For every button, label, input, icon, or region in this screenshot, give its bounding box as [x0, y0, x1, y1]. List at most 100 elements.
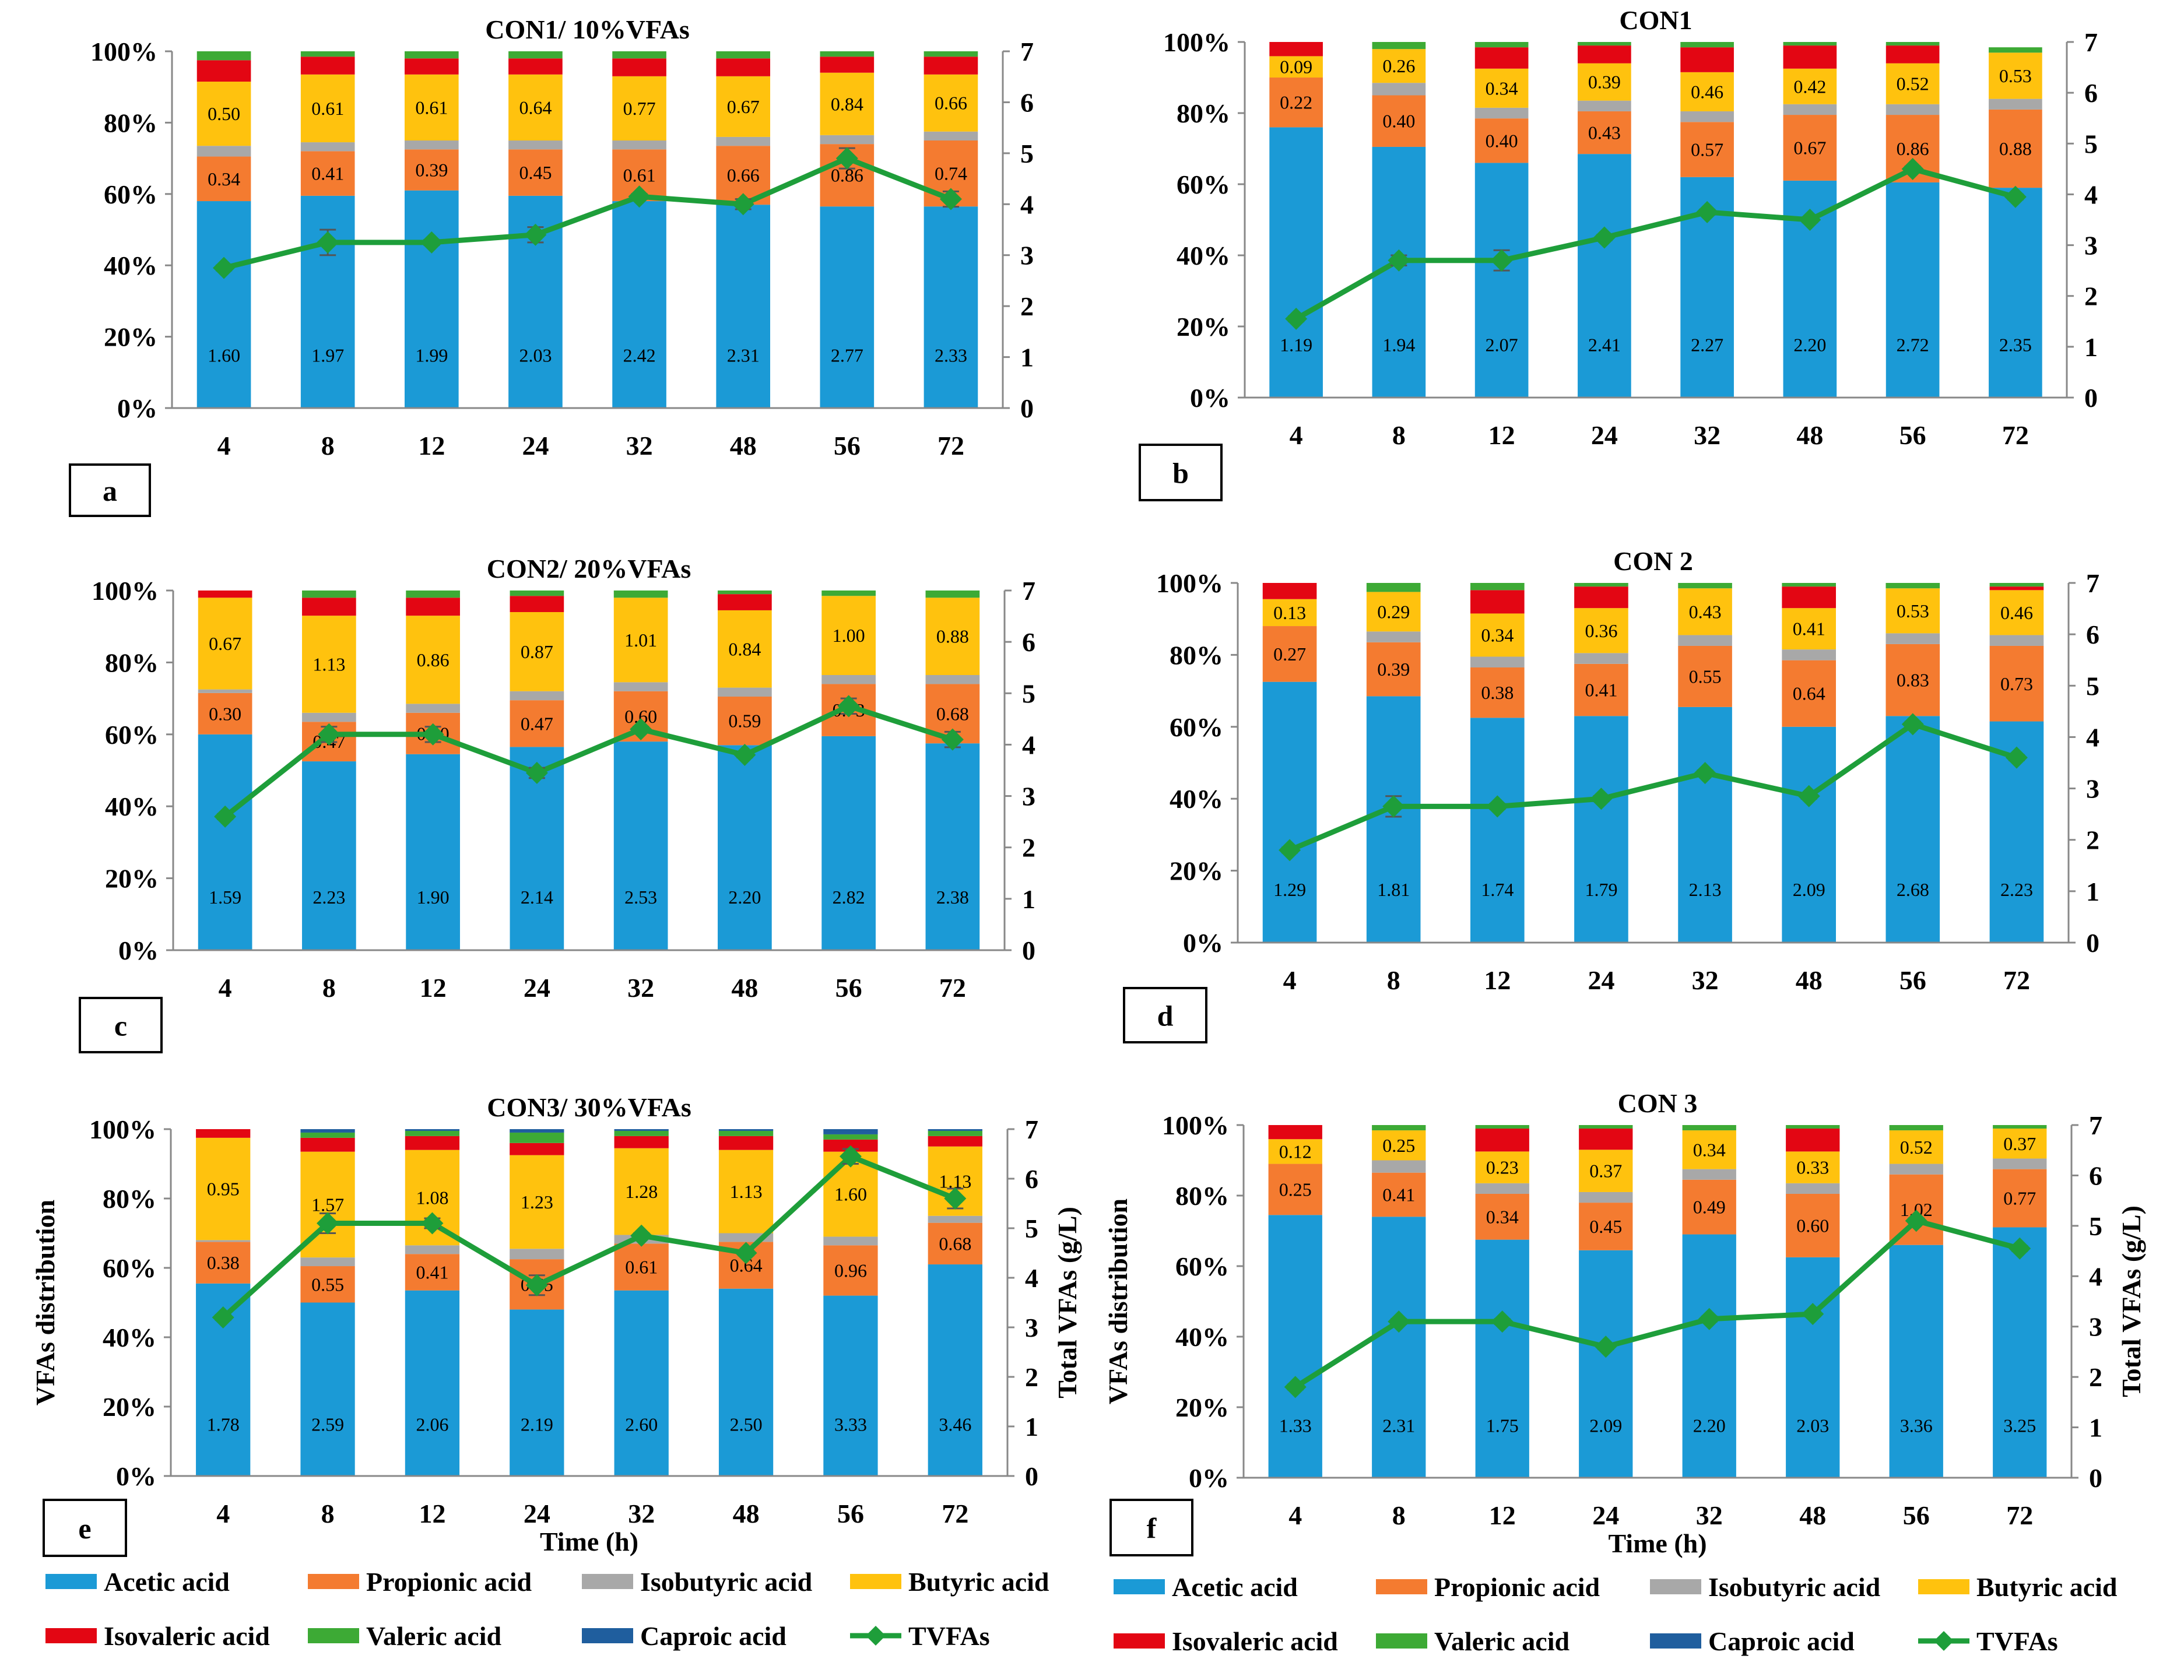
right-tick-label: 1	[2084, 332, 2098, 362]
data-label-butyric: 0.53	[1897, 600, 1929, 621]
x-tick-label: 56	[835, 973, 862, 1003]
bar-segment-valeric	[614, 1130, 669, 1136]
right-tick-label: 6	[1022, 627, 1035, 657]
data-label-propionic: 0.38	[1481, 682, 1514, 703]
data-label-acetic: 2.09	[1589, 1415, 1622, 1436]
bar-segment-isobutyric	[925, 674, 980, 684]
data-label-butyric: 0.42	[1793, 76, 1826, 97]
data-label-propionic: 0.55	[311, 1274, 344, 1295]
x-tick-label: 32	[1696, 1500, 1723, 1530]
data-label-butyric: 1.60	[834, 1184, 867, 1205]
bar-segment-valeric	[718, 591, 772, 595]
right-tick-label: 6	[2084, 78, 2098, 108]
data-label-propionic: 0.47	[521, 713, 553, 734]
bar-segment-valeric	[510, 591, 564, 596]
bar-segment-valeric	[1574, 583, 1628, 587]
data-label-butyric: 1.13	[312, 653, 345, 674]
bar-segment-butyric	[1989, 590, 2044, 635]
bar-segment-isobutyric	[196, 146, 251, 157]
bar-segment-valeric	[924, 51, 978, 57]
left-tick-label: 40%	[1177, 241, 1230, 270]
bar-segment-isovaleric	[405, 58, 459, 75]
bar-segment-isobutyric	[612, 140, 666, 150]
right-tick-label: 3	[1020, 241, 1034, 270]
tvfas-marker	[1590, 788, 1613, 810]
bar-segment-isobutyric	[196, 1240, 251, 1242]
bar-segment-butyric	[1678, 588, 1732, 635]
bar-segment-valeric	[1372, 1125, 1426, 1131]
bar-segment-isobutyric	[928, 1215, 982, 1223]
left-tick-label: 20%	[103, 1392, 156, 1422]
left-tick-label: 40%	[1170, 784, 1223, 814]
bar-segment-isobutyric	[1474, 107, 1529, 119]
data-label-acetic: 1.79	[1585, 879, 1617, 900]
left-tick-label: 100%	[92, 576, 159, 606]
x-tick-label: 48	[1799, 1500, 1826, 1530]
legend-swatch-butyric	[1918, 1579, 1969, 1594]
tvfas-marker	[1382, 795, 1405, 818]
tvfas-marker	[735, 1242, 757, 1264]
bar-segment-acetic	[1262, 681, 1317, 943]
bar-segment-isobutyric	[300, 1257, 355, 1267]
bar-segment-valeric	[1786, 1125, 1840, 1129]
data-label-butyric: 1.23	[521, 1192, 553, 1212]
data-label-acetic: 1.81	[1377, 879, 1410, 900]
bar-segment-acetic	[1989, 188, 2042, 398]
bar-segment-valeric	[612, 51, 666, 59]
x-tick-label: 48	[1796, 420, 1823, 450]
tvfas-marker	[1698, 1308, 1720, 1330]
bar-segment-acetic	[823, 1295, 878, 1476]
right-tick-label: 2	[1020, 291, 1034, 321]
bar-segment-valeric	[1989, 583, 2044, 587]
data-label-acetic: 2.23	[312, 887, 345, 908]
bar-segment-butyric	[1474, 68, 1529, 108]
bar-segment-acetic	[718, 745, 772, 950]
left-tick-label: 100%	[1162, 1110, 1229, 1140]
data-label-propionic: 0.34	[208, 168, 240, 189]
data-label-propionic: 0.59	[728, 711, 761, 732]
data-label-propionic: 0.57	[1691, 139, 1723, 160]
tvfas-marker	[525, 1274, 548, 1296]
bar-segment-propionic	[508, 149, 563, 196]
bar-segment-acetic	[1579, 1250, 1633, 1478]
bar-segment-valeric	[1678, 583, 1732, 589]
bar-segment-isovaleric	[612, 58, 666, 76]
bar-segment-propionic	[928, 1222, 982, 1265]
data-label-acetic: 1.60	[208, 345, 240, 365]
tvfas-marker	[630, 1224, 653, 1247]
data-label-butyric: 0.34	[1481, 624, 1514, 645]
x-tick-label: 12	[1489, 1500, 1516, 1530]
bar-segment-acetic	[1885, 716, 1940, 943]
tvfas-marker	[628, 185, 651, 208]
legend-swatch-propionic	[308, 1574, 359, 1589]
bar-segment-acetic	[1474, 163, 1529, 398]
chart-panel-d: CON 2 1.29 0.27 0.13 1.81 0.39 0.29 1.74 0.38 0.3…	[1123, 546, 2099, 1043]
data-label-acetic: 1.78	[207, 1414, 240, 1435]
legend-label-tvfas: TVFAs	[1976, 1626, 2058, 1656]
bar-segment-isobutyric	[510, 691, 564, 701]
x-tick-label: 72	[2003, 965, 2030, 995]
bar-segment-isobutyric	[1372, 1160, 1426, 1173]
legend-label-propionic: Propionic acid	[1434, 1572, 1600, 1602]
bar-segment-acetic	[300, 1302, 355, 1476]
bar-segment-butyric	[718, 1150, 774, 1233]
tvfas-marker	[524, 223, 547, 246]
left-tick-label: 20%	[1177, 312, 1230, 342]
bar-segment-propionic	[1262, 626, 1317, 682]
data-label-propionic: 0.68	[939, 1233, 971, 1254]
chart-panel-a: CON1/ 10%VFAs 1.60 0.34 0.50 1.97 0.41 0.61 1.9…	[69, 15, 1034, 517]
data-label-propionic: 0.67	[1793, 137, 1826, 158]
data-label-acetic: 1.59	[209, 887, 241, 908]
bar-segment-isobutyric	[1993, 1158, 2047, 1169]
x-tick-label: 4	[219, 973, 232, 1003]
bar-segment-isovaleric	[1268, 1125, 1322, 1140]
right-tick-label: 5	[2089, 1211, 2102, 1241]
right-tick-label: 2	[1025, 1362, 1038, 1392]
tvfas-marker	[944, 1187, 967, 1210]
right-tick-label: 2	[2086, 825, 2099, 855]
bar-segment-acetic	[510, 1309, 564, 1476]
legend-label-acetic: Acetic acid	[1172, 1572, 1298, 1602]
data-label-propionic: 0.83	[1897, 670, 1929, 691]
x-tick-label: 24	[1591, 420, 1618, 450]
bar-segment-isobutyric	[1889, 1164, 1943, 1175]
